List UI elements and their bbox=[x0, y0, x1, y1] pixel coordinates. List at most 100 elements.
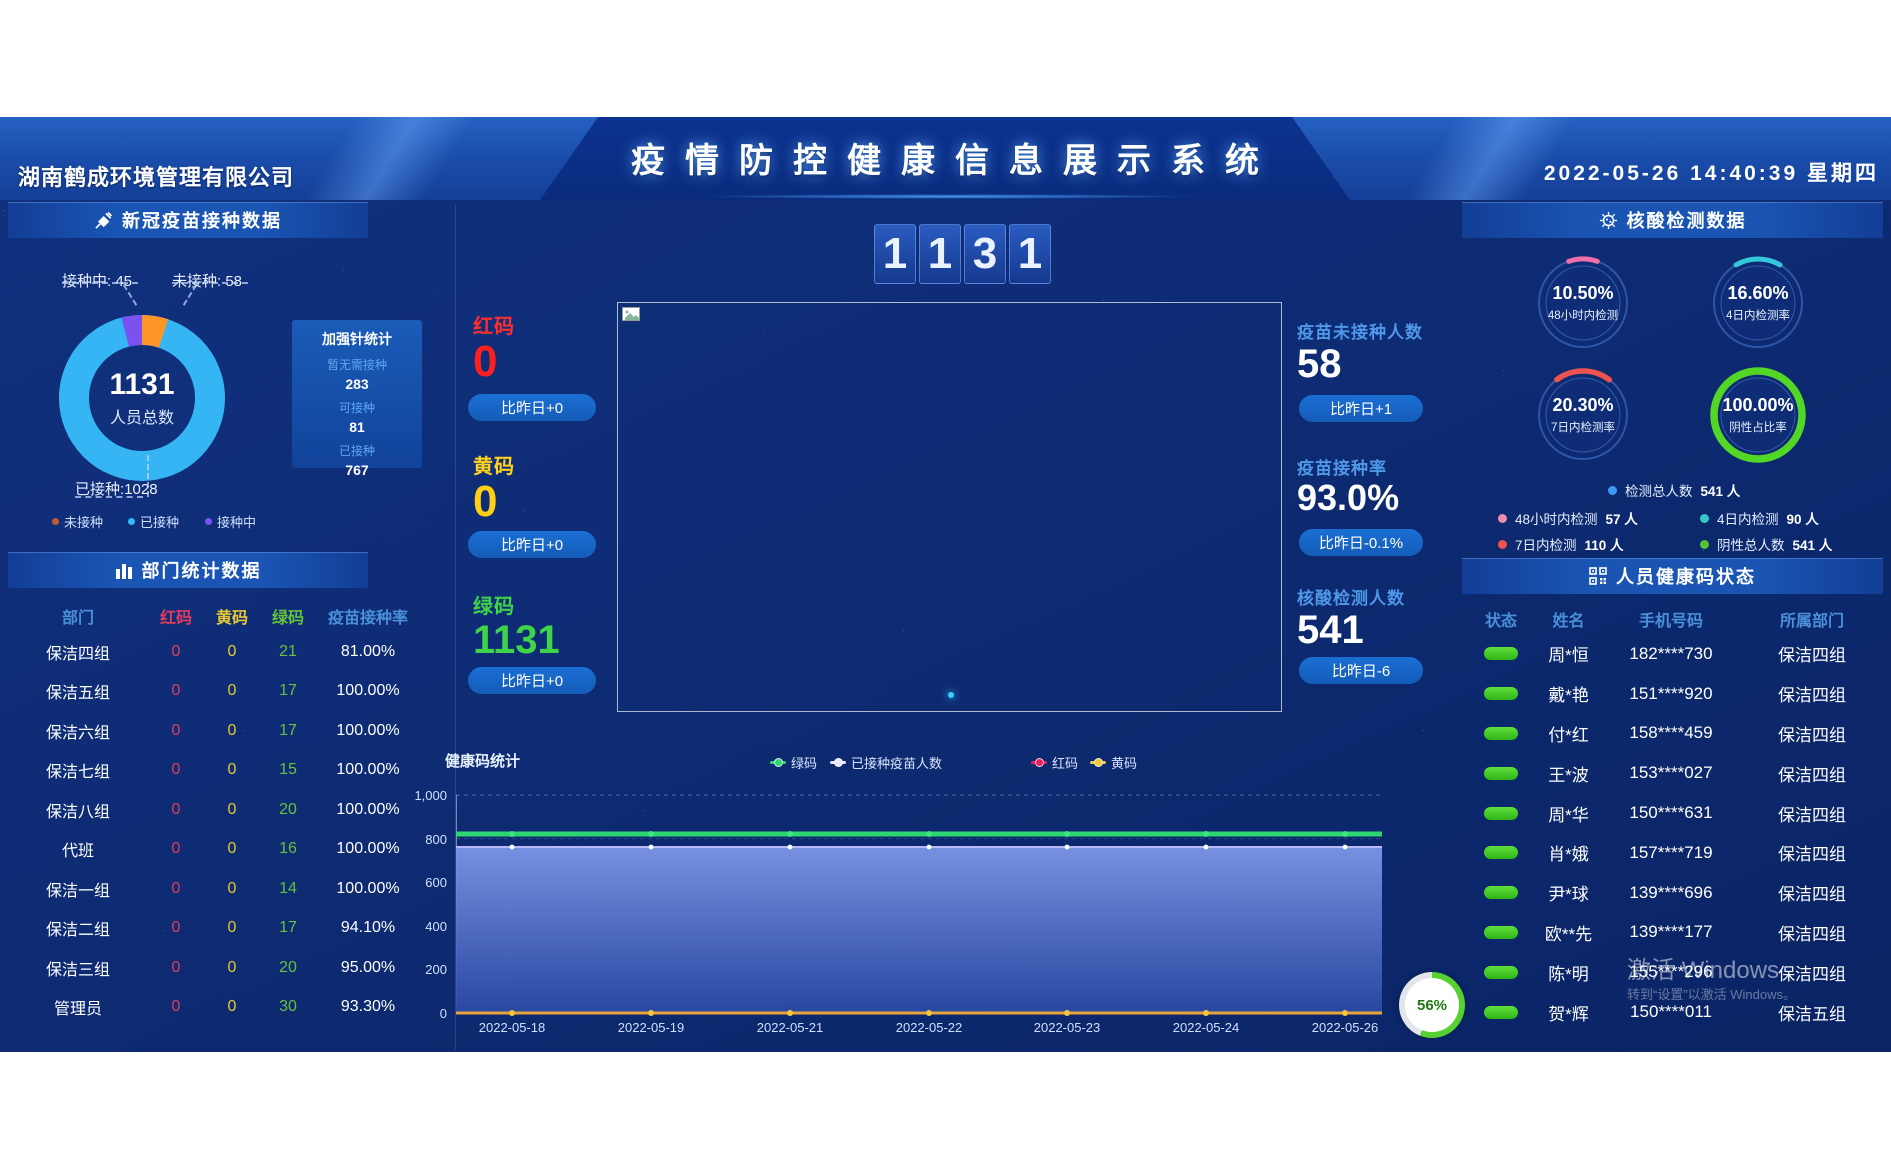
chart-legend-green: 绿码 bbox=[770, 753, 817, 772]
vaccine-panel-title: 新冠疫苗接种数据 bbox=[8, 202, 368, 238]
gauge-48h: 10.50% 48小时内检测 bbox=[1533, 253, 1633, 353]
health-table[interactable]: 状态 姓名 手机号码 所属部门 周*恒 182****730 保洁四组 戴*艳 151… bbox=[1466, 604, 1883, 1032]
counter-digit: 1 bbox=[1009, 224, 1051, 284]
green-status-badge bbox=[1484, 886, 1518, 900]
table-row: 保洁四组 0 0 21 81.00% bbox=[45, 642, 396, 663]
donut-seg-inprogress bbox=[59, 315, 225, 481]
nat-panel-title-text: 核酸检测数据 bbox=[1626, 211, 1747, 231]
green-status-badge bbox=[1484, 925, 1518, 939]
unvaccinated-count-card: 疫苗未接种人数 58 bbox=[1297, 318, 1429, 385]
green-code-delta-badge: 比昨日+0 bbox=[468, 667, 596, 694]
nat-stat-total: 检测总人数 541 人 bbox=[1608, 480, 1740, 500]
list-item: 陈*明 155****296 保洁四组 bbox=[1466, 952, 1883, 992]
list-item: 戴*艳 151****920 保洁四组 bbox=[1466, 674, 1883, 714]
gauge-7d: 20.30% 7日内检测率 bbox=[1533, 365, 1633, 465]
vaccine-donut-chart bbox=[59, 315, 225, 481]
gauge-4d: 16.60% 4日内检测率 bbox=[1708, 253, 1808, 353]
vaccinated-area bbox=[456, 847, 1382, 1013]
nat-stat-48h: 48小时内检测 57 人 bbox=[1498, 508, 1638, 528]
green-status-badge bbox=[1484, 965, 1518, 979]
broken-image-icon bbox=[622, 307, 640, 321]
list-item: 欧**先 139****177 保洁四组 bbox=[1466, 913, 1883, 953]
dept-panel-title: 部门统计数据 bbox=[8, 552, 368, 588]
windows-activation-watermark-sub: 转到“设置”以激活 Windows。 bbox=[1627, 987, 1797, 1002]
legend-marker bbox=[830, 758, 846, 767]
red-code-delta-badge: 比昨日+0 bbox=[468, 394, 596, 421]
syringe-icon bbox=[95, 211, 113, 229]
table-row: 保洁六组 0 0 17 100.00% bbox=[45, 721, 400, 742]
donut-callout-vaccinated: 已接种:1028 bbox=[75, 481, 158, 498]
booster-value: 767 bbox=[345, 462, 369, 478]
header-glow bbox=[700, 194, 1200, 199]
legend-marker bbox=[1090, 758, 1106, 767]
datetime-display: 2022-05-26 14:40:39 星期四 bbox=[1543, 162, 1879, 185]
green-code-card: 绿码 1131 bbox=[473, 590, 605, 661]
list-item: 付*红 158****459 保洁四组 bbox=[1466, 714, 1883, 754]
gauge-negative: 100.00% 阴性占比率 bbox=[1708, 365, 1808, 465]
y-tick: 0 bbox=[439, 1006, 447, 1021]
nat-count-delta-badge: 比昨日-6 bbox=[1299, 657, 1423, 684]
x-tick: 2022-05-18 bbox=[478, 1020, 546, 1035]
y-tick: 1,000 bbox=[414, 788, 447, 803]
table-row: 保洁三组 0 0 20 95.00% bbox=[45, 958, 396, 979]
legend-dot bbox=[128, 518, 135, 525]
y-tick: 800 bbox=[425, 832, 447, 847]
x-tick: 2022-05-19 bbox=[617, 1020, 685, 1035]
chart-legend-vaccinated: 已接种疫苗人数 bbox=[830, 753, 942, 772]
health-panel-title: 人员健康码状态 bbox=[1462, 558, 1883, 594]
vaccine-panel-title-text: 新冠疫苗接种数据 bbox=[122, 211, 282, 231]
legend-dot bbox=[52, 518, 59, 525]
chart-legend-red: 红码 bbox=[1031, 753, 1078, 772]
dept-table[interactable]: 部门 红码 黄码 绿码 疫苗接种率 保洁四组 0 0 21 81.00% 保洁五组 0 0 1… bbox=[8, 600, 420, 1027]
x-tick: 2022-05-24 bbox=[1172, 1020, 1240, 1035]
green-code-label: 绿码 bbox=[473, 596, 515, 618]
booster-label: 暂无需接种 bbox=[326, 358, 387, 372]
nat-count-value: 541 bbox=[1297, 608, 1364, 652]
yellow-code-label: 黄码 bbox=[473, 456, 515, 478]
vaccination-rate-value: 93.0% bbox=[1297, 477, 1400, 518]
counter-digit: 1 bbox=[919, 224, 961, 284]
map-marker bbox=[948, 692, 954, 698]
legend-dot bbox=[205, 518, 212, 525]
bar-chart-icon bbox=[115, 563, 132, 579]
table-row: 保洁七组 0 0 15 100.00% bbox=[45, 761, 400, 782]
yellow-code-delta-badge: 比昨日+0 bbox=[468, 531, 596, 558]
y-tick: 600 bbox=[425, 875, 447, 890]
list-item: 周*恒 182****730 保洁四组 bbox=[1466, 634, 1883, 674]
table-row: 代班 0 0 16 100.00% bbox=[61, 840, 400, 861]
unvaccinated-count-value: 58 bbox=[1297, 342, 1342, 386]
green-status-badge bbox=[1484, 726, 1518, 740]
chart-legend-yellow: 黄码 bbox=[1090, 753, 1137, 772]
counter-digit: 3 bbox=[964, 224, 1006, 284]
green-status-badge bbox=[1484, 806, 1518, 820]
dept-panel-title-text: 部门统计数据 bbox=[141, 561, 262, 581]
callout-dash bbox=[172, 282, 248, 284]
list-item: 周*华 150****631 保洁四组 bbox=[1466, 793, 1883, 833]
legend-item-unvaccinated: 未接种 bbox=[52, 512, 103, 531]
health-panel-title-text: 人员健康码状态 bbox=[1616, 567, 1756, 587]
legend-marker bbox=[770, 758, 786, 767]
dept-table-header: 部门 红码 黄码 绿码 疫苗接种率 bbox=[61, 610, 408, 627]
nat-stat-4d: 4日内检测 90 人 bbox=[1700, 508, 1819, 528]
legend-item-vaccinated: 已接种 bbox=[128, 512, 179, 531]
progress-gauge: 56% bbox=[1399, 972, 1465, 1038]
total-counter: 1 1 3 1 bbox=[874, 224, 1051, 284]
booster-stats-box: 加强针统计 暂无需接种 283 可接种 81 已接种 767 bbox=[292, 320, 422, 478]
booster-value: 283 bbox=[345, 376, 369, 392]
donut-total: 1131 bbox=[109, 368, 175, 401]
red-code-card: 红码 0 bbox=[473, 310, 605, 385]
green-status-badge bbox=[1484, 766, 1518, 780]
map-container[interactable] bbox=[617, 302, 1282, 712]
green-status-badge bbox=[1484, 687, 1518, 701]
header-title-band bbox=[540, 117, 1350, 200]
vaccination-rate-delta-badge: 比昨日-0.1% bbox=[1299, 529, 1423, 556]
green-status-badge bbox=[1484, 647, 1518, 661]
red-code-label: 红码 bbox=[473, 316, 515, 338]
booster-title: 加强针统计 bbox=[322, 331, 392, 347]
booster-label: 可接种 bbox=[338, 401, 375, 415]
x-tick: 2022-05-23 bbox=[1033, 1020, 1101, 1035]
donut-callout-inprogress: 接种中: 45 bbox=[62, 273, 133, 290]
page-title: 疫情防控健康信息展示系统 bbox=[631, 142, 1279, 180]
progress-value: 56% bbox=[1405, 978, 1459, 1032]
